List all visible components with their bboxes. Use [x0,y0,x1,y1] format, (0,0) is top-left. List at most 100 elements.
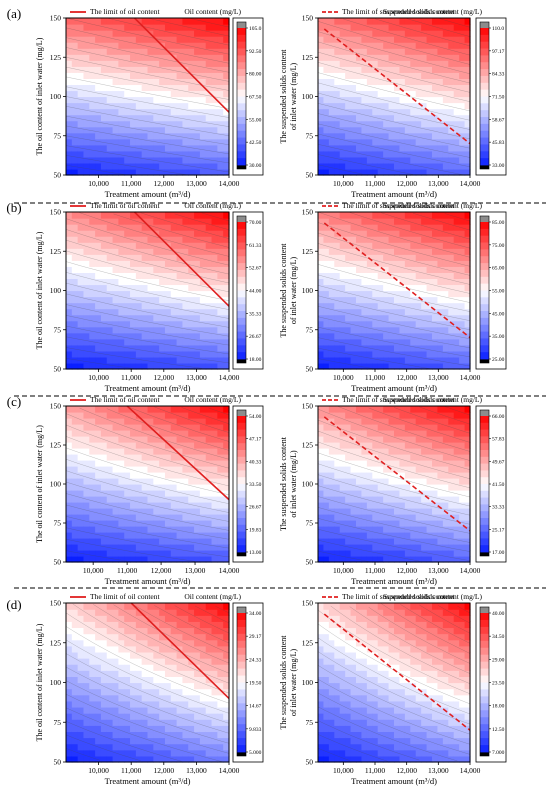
heatmap-cell [100,254,108,261]
heatmap-cell [182,108,189,116]
colorbar-tick-label: 55.00 [249,117,262,123]
heatmap-cell [464,296,471,304]
heatmap-cell [217,538,224,545]
heatmap-cell [141,326,149,334]
heatmap-cell [188,212,195,219]
heatmap-cell [339,314,346,322]
heatmap-cell [170,418,178,425]
heatmap-cell [399,218,406,225]
heatmap-cell [66,302,73,310]
heatmap-cell [141,436,149,443]
heatmap-cell [334,508,341,515]
heatmap-cell [437,362,444,370]
heatmap-cell [453,48,460,55]
heatmap-cell [421,502,428,509]
heatmap-cell [328,454,335,461]
heatmap-cell [141,556,149,563]
heatmap-cell [130,96,137,104]
heatmap-cell [432,168,439,176]
heatmap-cell [459,138,466,146]
heatmap-cell [356,42,363,49]
heatmap-cell [71,150,79,158]
heatmap-cell [318,472,325,479]
x-tick-label: 14,000 [219,566,240,575]
colorbar-segment [480,463,489,471]
heatmap-cell [415,484,422,491]
heatmap-cell [328,460,335,467]
heatmap-cell [188,272,195,280]
heatmap-cell [410,412,417,419]
heatmap-cell [205,502,213,509]
heatmap-cell [356,144,363,152]
heatmap-cell [356,308,363,316]
heatmap-cell [426,132,433,140]
heatmap-cell [404,332,411,340]
heatmap-cell [164,90,172,98]
heatmap-cell [459,278,466,286]
heatmap-cell [199,144,207,152]
heatmap-cell [383,218,390,225]
heatmap-cell [77,550,85,557]
heatmap-cell [453,418,460,425]
heatmap-cell [182,502,189,509]
heatmap-cell [366,290,373,298]
heatmap-cell [83,430,90,437]
heatmap-cell [421,48,428,55]
heatmap-cell [377,212,384,219]
heatmap-cell [77,670,85,677]
colorbar-tick-label: 18.00 [249,357,262,363]
heatmap-cell [361,90,368,98]
heatmap-cell [432,218,439,225]
heatmap-cell [448,96,455,104]
heatmap-cell [318,356,325,364]
heatmap-cell [361,460,368,467]
heatmap-cell [199,278,207,286]
heatmap-cell [217,430,224,437]
heatmap-cell [66,218,73,225]
heatmap-cell [356,532,363,539]
heatmap-cell [135,320,143,328]
heatmap-cell [83,290,90,298]
heatmap-cell [147,168,154,176]
heatmap-cell [182,508,189,515]
contour-line [317,305,471,340]
heatmap-cell [464,48,471,55]
heatmap-cell [112,314,119,322]
heatmap-cell [89,24,96,31]
heatmap-cell [388,520,395,527]
heatmap-cell [211,496,218,503]
heatmap-cell [83,132,90,140]
heatmap-cell [159,168,166,176]
heatmap-cell [328,248,335,255]
heatmap-cell [194,520,201,527]
heatmap-cell [164,132,172,140]
heatmap-cell [141,162,149,170]
heatmap-cell [77,436,85,443]
heatmap-cell [464,484,471,491]
heatmap-cell [112,290,119,298]
heatmap-cell [147,362,154,370]
heatmap-cell [188,66,195,73]
heatmap-cell [135,418,143,425]
heatmap-cell [100,224,108,231]
heatmap-cell [159,114,166,122]
heatmap-cell [106,442,114,449]
heatmap-cell [361,66,368,73]
heatmap-cell [199,260,207,267]
heatmap-cell [95,308,102,316]
heatmap-cell [130,108,137,116]
heatmap-cell [421,532,428,539]
heatmap-cell [377,520,384,527]
heatmap-cell [141,108,149,116]
heatmap-cell [130,466,137,473]
colorbar-frame [236,409,247,557]
heatmap-cell [159,538,166,545]
heatmap-cell [130,436,137,443]
heatmap-cell [345,150,352,158]
heatmap-cell [394,236,401,243]
heatmap-cell [377,538,384,545]
heatmap-cell [106,290,114,298]
heatmap-cell [399,150,406,158]
heatmap-cell [404,338,411,346]
heatmap-cell [130,218,137,225]
